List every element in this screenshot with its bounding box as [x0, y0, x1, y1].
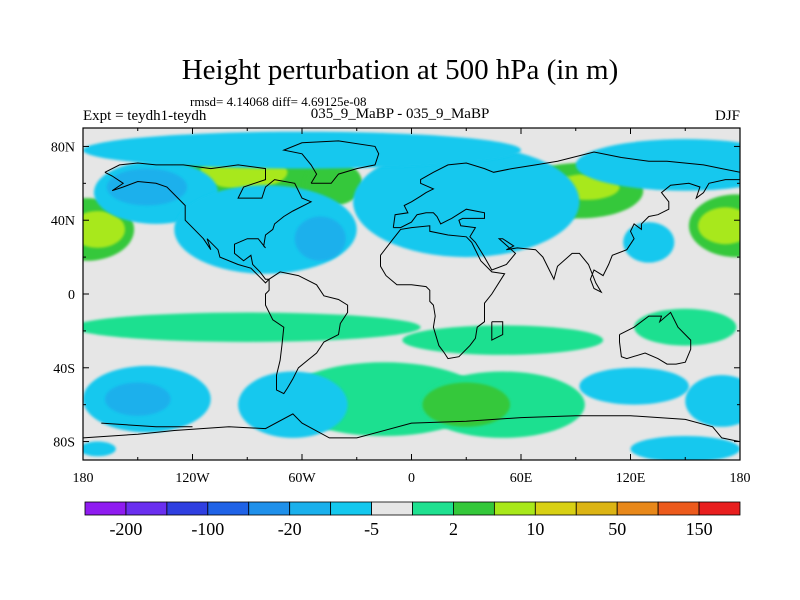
chart-title: Height perturbation at 500 hPa (in m)	[181, 54, 619, 86]
stats-text: rmsd= 4.14068 diff= 4.69125e-08	[190, 94, 367, 109]
x-tick-label: 60W	[288, 471, 316, 486]
field-anomaly-16	[623, 222, 675, 263]
coastline-layer	[83, 140, 740, 443]
field-anomaly-27	[685, 375, 740, 427]
colorbar-swatch-10	[493, 501, 536, 516]
coastline-3	[392, 151, 740, 294]
field-anomaly-22	[422, 382, 511, 427]
colorbar-label: 2	[449, 519, 458, 539]
x-tick-label: 180	[73, 471, 94, 486]
field-anomaly-10	[106, 168, 188, 206]
colorbar-label: -5	[364, 519, 379, 539]
colorbar-swatch-14	[657, 501, 700, 516]
colorbar-swatch-11	[534, 501, 577, 516]
field-anomaly-17	[83, 312, 421, 342]
colorbar-swatch-1	[125, 501, 168, 516]
field-anomaly-29	[83, 441, 116, 457]
y-tick-label: 80S	[53, 436, 75, 451]
field-anomaly-5	[698, 207, 740, 245]
colorbar-swatch-6	[330, 501, 372, 516]
colorbar-swatch-8	[412, 501, 454, 516]
colorbar-swatch-4	[248, 501, 291, 516]
colorbar-swatch-9	[453, 501, 495, 516]
field-anomaly-24	[104, 382, 171, 416]
colorbar-swatch-13	[616, 501, 659, 516]
colorbar-label: 150	[686, 519, 713, 539]
field-anomaly-28	[630, 436, 740, 460]
colorbar-label: -20	[278, 519, 302, 539]
experiment-label: Expt = teydh1-teydh	[83, 108, 207, 124]
y-tick-label: 80N	[51, 140, 75, 155]
field-layer	[83, 131, 740, 460]
coastline-4	[380, 225, 506, 360]
field-anomaly-12	[294, 216, 346, 261]
colorbar-swatch-3	[207, 501, 250, 516]
coastline-1	[265, 271, 349, 395]
field-anomaly-3	[83, 211, 125, 248]
y-tick-label: 40N	[51, 214, 75, 229]
field-anomaly-13	[353, 146, 580, 258]
period-label: 035_9_MaBP - 035_9_MaBP	[310, 106, 490, 122]
colorbar-swatch-5	[289, 501, 332, 516]
colorbar-swatch-15	[698, 501, 741, 516]
colorbar: -200 -100 -20 -5 2 10 50 150	[84, 501, 741, 539]
coastline-2	[282, 140, 380, 184]
coastline-6	[83, 413, 740, 443]
field-anomaly-18	[402, 325, 604, 355]
coastline-5	[619, 311, 692, 365]
x-tick-label: 180	[730, 471, 751, 486]
field-anomaly-25	[238, 371, 348, 438]
x-tick-label: 120W	[175, 471, 210, 486]
field-anomaly-15	[575, 139, 740, 191]
colorbar-label: 50	[608, 519, 626, 539]
coastline-8	[101, 422, 193, 428]
colorbar-label: -100	[191, 519, 224, 539]
season-label: DJF	[714, 108, 740, 124]
colorbar-swatch-7	[371, 501, 413, 516]
field-anomaly-19	[634, 308, 737, 346]
colorbar-swatch-0	[84, 501, 127, 516]
colorbar-label: 10	[526, 519, 544, 539]
colorbar-swatch-12	[575, 501, 618, 516]
colorbar-label: -200	[109, 519, 142, 539]
y-tick-label: 0	[68, 288, 75, 303]
x-tick-label: 60E	[510, 471, 533, 486]
axes-layer: 180 120W 60W 0 60E 120E 180 80N 40N 0 40S 80S	[51, 128, 751, 486]
colorbar-swatch-2	[166, 501, 209, 516]
field-anomaly-14	[83, 131, 521, 169]
coastline-0	[104, 162, 313, 284]
x-tick-label: 0	[408, 471, 415, 486]
coastline-7	[491, 321, 504, 341]
x-tick-label: 120E	[616, 471, 646, 486]
y-tick-label: 40S	[53, 362, 75, 377]
field-anomaly-26	[579, 367, 689, 405]
